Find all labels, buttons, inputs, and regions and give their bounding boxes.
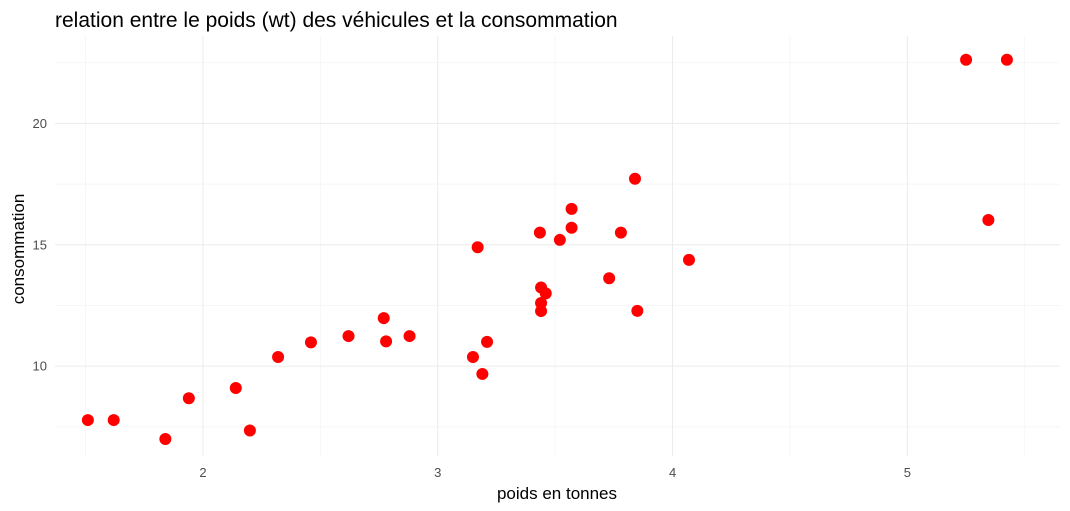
data-point [481,335,494,348]
data-point [539,287,552,300]
y-axis-title: consommation [9,194,28,305]
data-point [243,424,256,437]
x-tick-label: 3 [434,465,441,480]
data-point [1000,53,1013,66]
data-point [565,202,578,215]
chart-title: relation entre le poids (wt) des véhicul… [55,9,618,32]
data-point [272,350,285,363]
data-point [229,382,242,395]
data-point [982,214,995,227]
data-point [182,392,195,405]
x-tick-label: 5 [904,465,911,480]
data-point [565,221,578,234]
data-point [533,226,546,239]
data-point [628,172,641,185]
data-point [342,330,355,343]
data-point [81,414,94,427]
data-point [466,350,479,363]
data-point [631,304,644,317]
data-point [535,305,548,318]
grid-lines [55,36,1060,456]
x-axis-title: poids en tonnes [497,484,617,503]
data-point [682,253,695,266]
data-point [603,272,616,285]
data-point [471,241,484,254]
data-point [403,330,416,343]
data-point [377,312,390,325]
y-tick-label: 15 [33,237,47,252]
data-point [159,433,172,446]
tick-labels: 2 3 4 5 10 15 20 [33,116,911,480]
x-tick-label: 4 [669,465,676,480]
data-point [380,335,393,348]
data-point [553,233,566,246]
data-points [81,53,1013,446]
data-point [107,414,120,427]
y-tick-label: 10 [33,359,47,374]
data-point [960,53,973,66]
data-point [476,367,489,380]
x-tick-label: 2 [199,465,206,480]
y-tick-label: 20 [33,116,47,131]
data-point [304,336,317,349]
data-point [614,226,627,239]
